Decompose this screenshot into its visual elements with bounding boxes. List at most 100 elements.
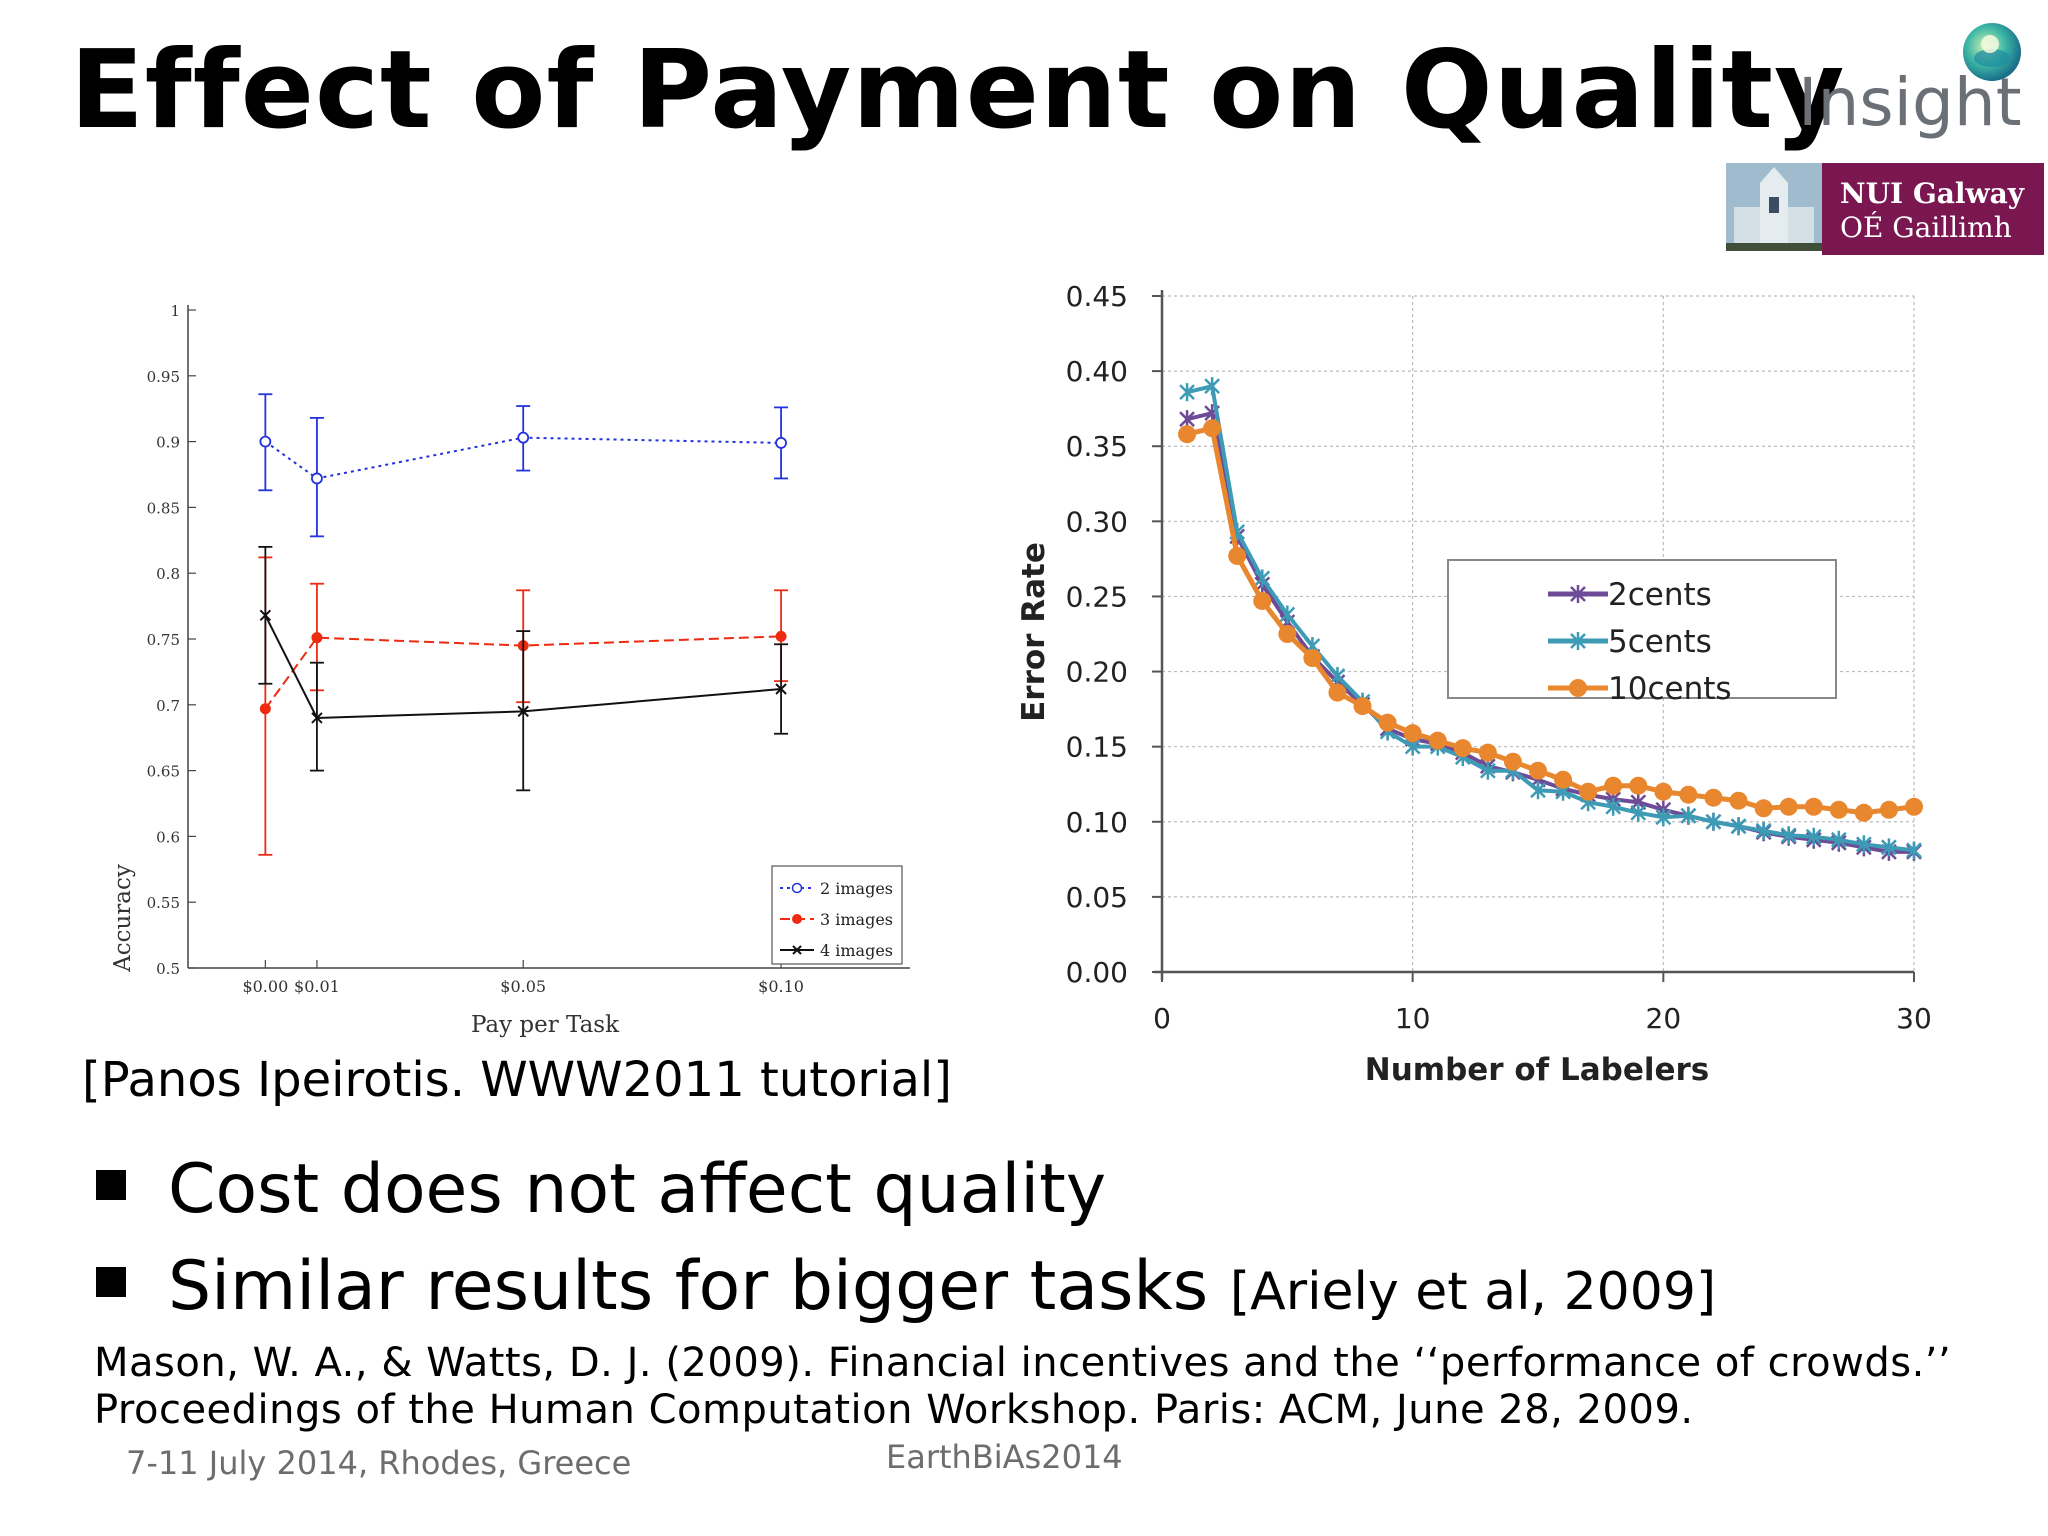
accuracy-data-point <box>259 609 272 622</box>
accuracy-y-tick-label: 0.65 <box>147 763 180 781</box>
error-rate-data-point <box>1204 377 1221 396</box>
error-rate-data-point <box>1303 649 1322 668</box>
error-rate-y-tick-label: 0.30 <box>1066 505 1128 538</box>
error-rate-legend-label: 5cents <box>1608 624 1712 660</box>
error-rate-data-point <box>1906 841 1922 860</box>
accuracy-x-tick-label: $0.10 <box>758 977 804 996</box>
error-rate-y-tick-label: 0.05 <box>1066 881 1128 914</box>
error-rate-x-tick-label: 10 <box>1395 1002 1431 1035</box>
insight-logo: Insight <box>1790 20 2030 141</box>
accuracy-y-tick-label: 0.55 <box>147 894 180 912</box>
insight-wordmark: Insight <box>1798 64 2022 141</box>
error-rate-x-tick-label: 20 <box>1646 1002 1682 1035</box>
accuracy-chart-ylabel: Accuracy <box>110 864 136 973</box>
error-rate-x-tick-label: 0 <box>1153 1002 1171 1035</box>
error-rate-data-point <box>1830 830 1847 849</box>
accuracy-x-tick-label: $0.01 <box>294 977 340 996</box>
error-rate-y-tick-label: 0.35 <box>1066 430 1128 463</box>
error-rate-data-point <box>1780 826 1797 845</box>
accuracy-legend-label: 2 images <box>820 879 893 898</box>
error-rate-data-point <box>1879 800 1898 819</box>
nui-galway-name: NUI Galway <box>1840 177 2025 210</box>
accuracy-chart-legend: 2 images 3 images 4 images <box>771 865 903 965</box>
error-rate-legend-box <box>1447 559 1837 699</box>
error-rate-data-point <box>1253 591 1272 610</box>
error-rate-data-point <box>1228 546 1247 565</box>
quadrangle-building-icon <box>1726 163 1822 251</box>
error-rate-data-point <box>1605 797 1622 816</box>
error-rate-y-tick-label: 0.20 <box>1066 656 1128 689</box>
error-rate-data-point <box>1755 821 1772 840</box>
accuracy-data-point <box>517 705 529 718</box>
error-rate-data-point <box>1453 739 1472 758</box>
accuracy-series-line <box>264 614 782 719</box>
error-rate-data-point <box>1729 791 1748 810</box>
error-rate-data-point <box>1279 605 1296 624</box>
error-rate-data-point <box>1855 835 1872 854</box>
error-rate-data-point <box>1403 724 1422 743</box>
error-rate-data-point <box>1329 667 1346 686</box>
error-rate-data-point <box>1579 782 1598 801</box>
bullet-square-icon <box>96 1170 126 1201</box>
accuracy-x-tick-label: $0.00 <box>242 977 288 996</box>
error-rate-data-point <box>1529 761 1547 780</box>
accuracy-series-line <box>264 436 782 480</box>
error-rate-data-point <box>1328 683 1347 702</box>
bullet-item-2: Similar results for bigger tasks [Ariely… <box>96 1247 1716 1326</box>
error-rate-data-point <box>1654 782 1673 801</box>
accuracy-data-point <box>259 435 272 448</box>
error-rate-data-point <box>1629 776 1648 795</box>
error-rate-data-point <box>1479 761 1496 780</box>
error-rate-data-point <box>1378 713 1397 732</box>
accuracy-y-tick-label: 0.85 <box>147 499 180 517</box>
error-rate-data-point <box>1179 410 1195 429</box>
error-rate-y-tick-label: 0.45 <box>1066 280 1128 313</box>
error-rate-y-tick-label: 0.40 <box>1066 355 1128 388</box>
error-rate-data-point <box>1730 817 1747 836</box>
error-rate-data-point <box>1679 785 1698 804</box>
accuracy-data-point <box>311 712 323 724</box>
reference-line-2: Proceedings of the Human Computation Wor… <box>94 1387 1694 1433</box>
error-rate-data-point <box>1353 697 1372 716</box>
accuracy-y-tick-label: 0.7 <box>156 697 180 715</box>
error-rate-data-point <box>1604 776 1623 795</box>
error-rate-data-point <box>1754 799 1773 818</box>
error-rate-data-point <box>1829 800 1848 819</box>
bullet-item-1: Cost does not affect quality <box>96 1150 1106 1229</box>
error-rate-legend-label: 10cents <box>1608 671 1732 707</box>
error-rate-y-tick-label: 0.10 <box>1066 806 1128 839</box>
error-rate-legend-marker <box>1569 679 1587 697</box>
error-rate-data-point <box>1503 752 1522 771</box>
accuracy-legend-marker <box>791 882 803 894</box>
error-rate-y-tick-label: 0.00 <box>1066 956 1128 989</box>
accuracy-legend-label: 4 images <box>820 941 893 960</box>
globe-icon <box>1963 23 2021 81</box>
bullet-square-icon <box>96 1267 126 1298</box>
error-rate-data-point <box>1705 812 1722 831</box>
accuracy-data-point <box>775 683 787 695</box>
accuracy-y-tick-label: 1 <box>170 302 180 320</box>
error-rate-data-point <box>1881 838 1897 857</box>
error-rate-data-point <box>1530 781 1546 800</box>
error-rate-data-point <box>1178 425 1197 444</box>
accuracy-data-point <box>517 431 530 444</box>
chart-citation: [Panos Ipeirotis. WWW2011 tutorial] <box>82 1052 952 1108</box>
accuracy-x-tick-label: $0.05 <box>500 977 546 996</box>
error-rate-data-point <box>1905 797 1923 816</box>
slide-title: Effect of Payment on Quality <box>70 28 1846 153</box>
accuracy-data-point <box>311 632 323 644</box>
error-rate-data-point <box>1804 797 1823 816</box>
footer-date-location: 7-11 July 2014, Rhodes, Greece <box>126 1444 632 1482</box>
accuracy-y-tick-label: 0.9 <box>156 434 180 452</box>
error-rate-data-point <box>1655 808 1672 827</box>
accuracy-data-point <box>775 630 787 642</box>
error-rate-data-point <box>1203 419 1222 438</box>
error-rate-data-point <box>1680 806 1697 825</box>
error-rate-chart: 0.00 0.05 0.10 0.15 0.20 0.25 0.30 0.35 0.40 0.45… <box>1016 280 1932 1088</box>
error-rate-legend-label: 2cents <box>1608 577 1712 613</box>
accuracy-chart: 0.5 0.55 0.6 0.65 0.7 0.75 0.8 0.85 0.9 0.95 1 $0.0… <box>110 302 910 1038</box>
reference-line-1: Mason, W. A., & Watts, D. J. (2009). Fin… <box>94 1340 1952 1386</box>
error-rate-legend-marker <box>1570 585 1586 603</box>
error-rate-y-tick-label: 0.15 <box>1066 731 1128 764</box>
error-rate-data-point <box>1854 803 1873 822</box>
